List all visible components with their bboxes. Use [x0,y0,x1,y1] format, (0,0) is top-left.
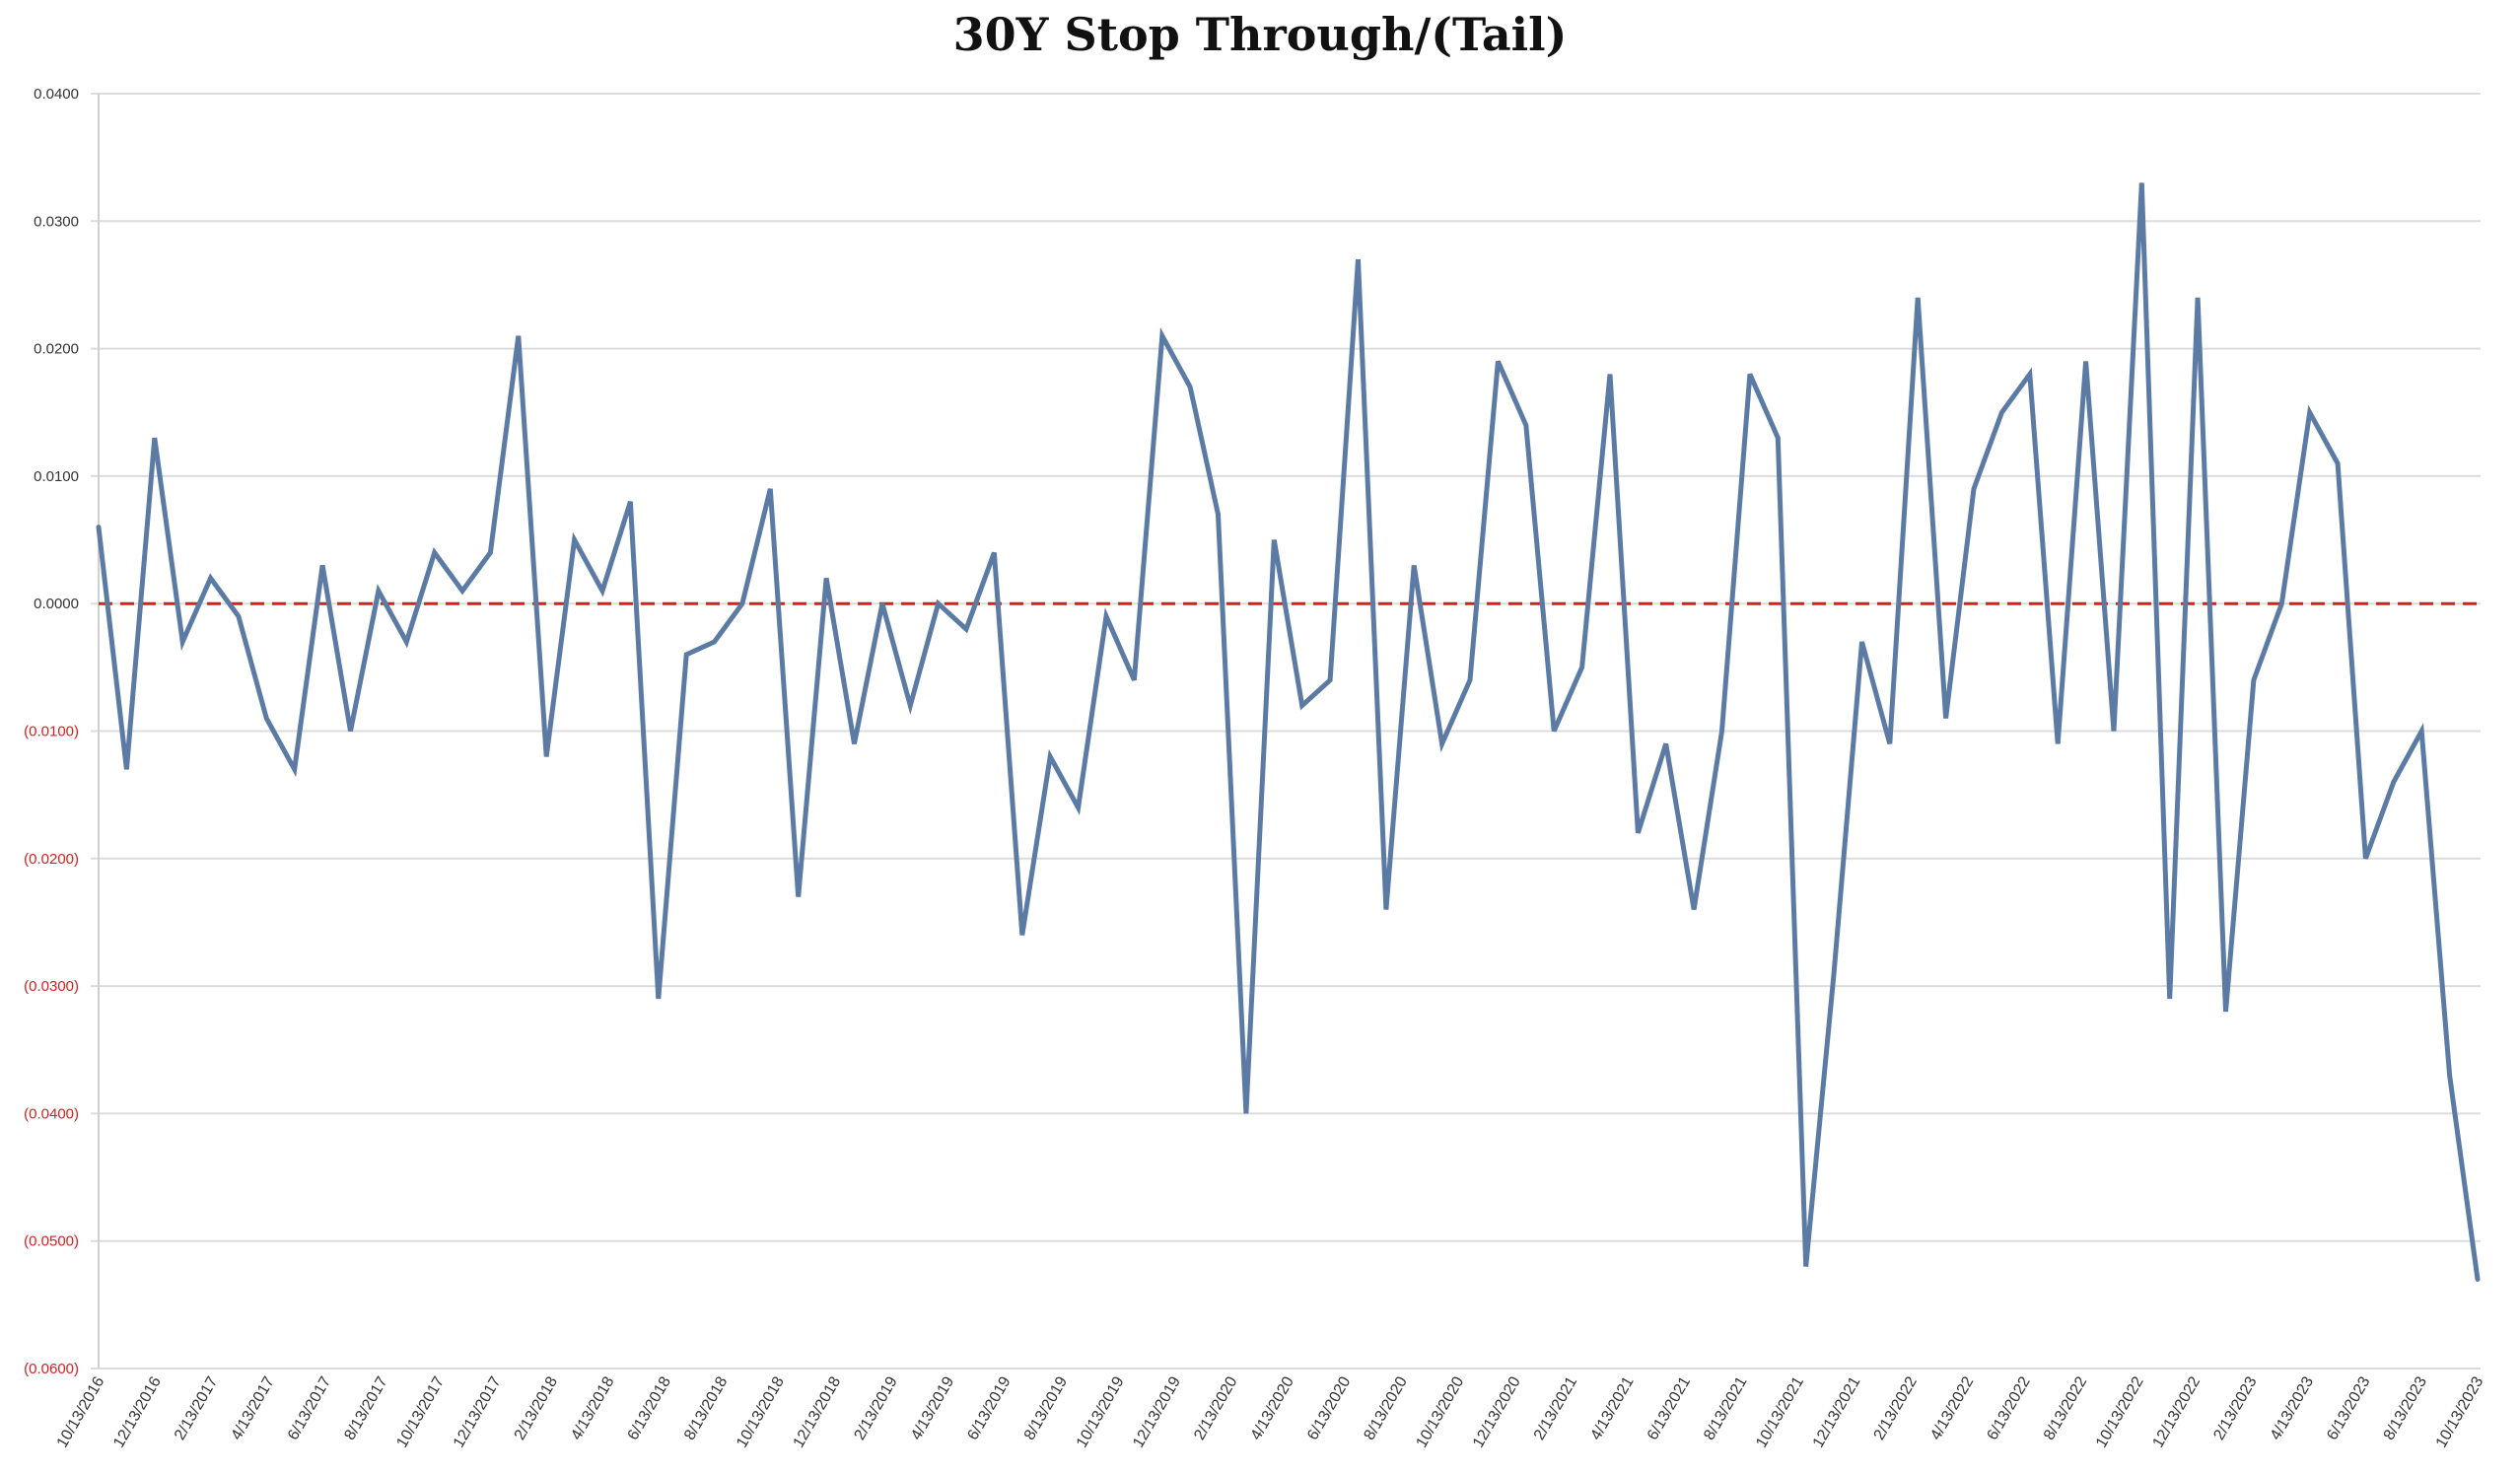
x-tick-label: 10/13/2020 [1414,1373,1468,1450]
x-tick-label: 6/13/2019 [964,1373,1014,1442]
x-tick-label: 10/13/2016 [54,1373,108,1450]
x-tick-label: 2/13/2022 [1871,1373,1921,1442]
x-tick-label: 2/13/2018 [512,1373,561,1442]
x-tick-label: 2/13/2019 [851,1373,900,1442]
x-tick-label: 2/13/2021 [1531,1373,1580,1442]
x-tick-label: 12/13/2016 [110,1373,165,1450]
chart-title: 30Y Stop Through/(Tail) [952,8,1568,61]
x-tick-label: 4/13/2021 [1587,1373,1637,1442]
y-tick-label: 0.0400 [34,86,79,103]
x-tick-label: 12/13/2021 [1810,1373,1864,1450]
y-tick-label: 0.0100 [34,468,79,485]
x-tick-label: 12/13/2018 [791,1373,845,1450]
x-tick-label: 4/13/2023 [2268,1373,2317,1442]
x-tick-label: 12/13/2020 [1470,1373,1524,1450]
x-tick-label: 8/13/2019 [1021,1373,1071,1442]
x-tick-label: 4/13/2017 [229,1373,278,1442]
x-tick-label: 10/13/2022 [2093,1373,2147,1450]
x-tick-label: 6/13/2021 [1645,1373,1694,1442]
x-tick-label: 8/13/2020 [1362,1373,1411,1442]
x-tick-label: 12/13/2019 [1130,1373,1184,1450]
x-tick-label: 8/13/2023 [2381,1373,2430,1442]
x-tick-label: 10/13/2023 [2433,1373,2487,1450]
x-tick-label: 6/13/2017 [285,1373,334,1442]
x-tick-label: 4/13/2019 [908,1373,957,1442]
x-tick-label: 6/13/2018 [625,1373,674,1442]
y-tick-label: (0.0200) [24,851,79,868]
x-tick-label: 6/13/2022 [1985,1373,2034,1442]
x-tick-label: 10/13/2019 [1074,1373,1128,1450]
x-tick-label: 12/13/2022 [2149,1373,2204,1450]
y-tick-label: 0.0200 [34,341,79,358]
x-tick-label: 10/13/2018 [734,1373,788,1450]
x-tick-label: 2/13/2020 [1191,1373,1240,1442]
y-tick-label: (0.0300) [24,978,79,995]
x-tick-label: 4/13/2020 [1248,1373,1297,1442]
y-tick-label: (0.0100) [24,724,79,740]
x-tick-label: 2/13/2017 [172,1373,221,1442]
x-tick-label: 8/13/2022 [2041,1373,2090,1442]
x-tick-label: 10/13/2021 [1753,1373,1807,1450]
x-tick-label: 4/13/2018 [568,1373,617,1442]
y-tick-label: 0.0300 [34,213,79,230]
x-tick-label: 8/13/2017 [341,1373,390,1442]
y-tick-label: 0.0000 [34,596,79,612]
x-tick-label: 12/13/2017 [451,1373,505,1450]
series-line [96,182,2481,1282]
x-tick-label: 6/13/2020 [1304,1373,1354,1442]
x-tick-label: 10/13/2017 [393,1373,448,1450]
y-tick-label: (0.0500) [24,1233,79,1250]
y-tick-label: (0.0600) [24,1361,79,1377]
x-tick-label: 4/13/2022 [1927,1373,1977,1442]
x-tick-label: 8/13/2018 [681,1373,731,1442]
x-tick-label: 8/13/2021 [1701,1373,1750,1442]
y-tick-label: (0.0400) [24,1105,79,1122]
x-tick-label: 6/13/2023 [2324,1373,2373,1442]
x-tick-label: 2/13/2023 [2210,1373,2260,1442]
